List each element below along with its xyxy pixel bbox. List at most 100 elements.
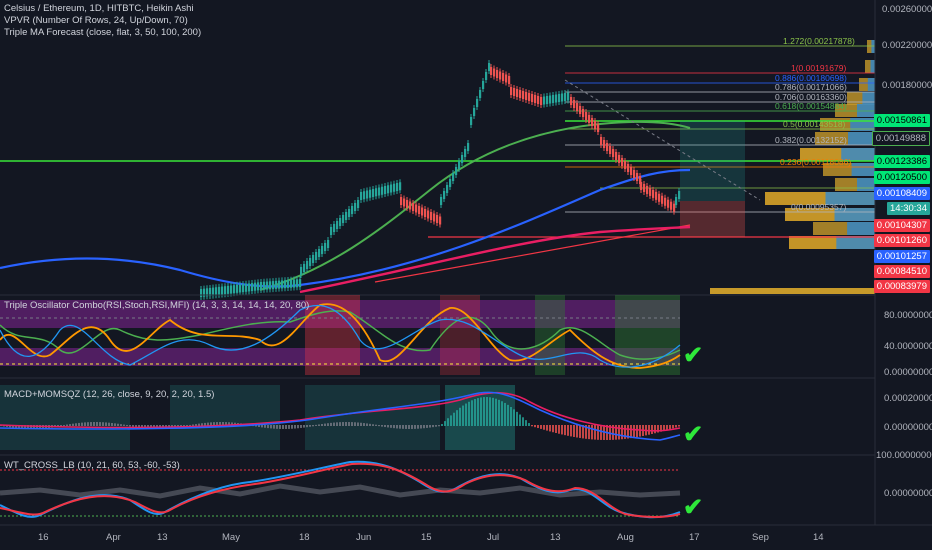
macd-legend[interactable]: MACD+MOMSQZ (12, 26, close, 9, 20, 2, 20… [4,389,215,400]
mfi-line [0,304,681,368]
candle [387,185,390,194]
candle [675,197,678,205]
candle [555,94,558,103]
fib-label: 1(0.00191679) [791,63,847,73]
oscillator-legend[interactable]: Triple Oscillator Combo(RSI,Stoch,RSI,MF… [4,300,310,311]
time-label: Apr [106,532,121,543]
symbol-title[interactable]: Celsius / Ethereum, 1D, HITBTC, Heikin A… [4,3,194,14]
rsi-line [0,310,681,360]
candle [339,218,342,226]
candle [528,93,531,101]
candle [299,279,302,288]
candle [485,72,488,80]
candle [588,115,591,123]
candle [406,200,409,208]
candle [215,287,218,296]
candle [670,201,673,210]
candle [393,183,396,192]
candle [200,289,203,297]
candle [415,204,418,213]
candle [576,103,579,111]
candle [564,93,567,101]
candle [266,281,269,290]
candle [673,203,676,212]
forecast-box-up [680,121,745,201]
candle [336,221,339,229]
candle [333,224,336,232]
candle [327,240,330,248]
candle [306,261,309,269]
time-label: 16 [38,532,49,543]
candle [227,285,230,294]
candle [537,96,540,104]
candle [269,281,272,290]
macd-line [0,391,681,432]
candle [546,96,549,104]
fib-label: 0.5(0.00143518) [783,119,846,129]
candle [664,197,667,206]
wt-histogram [0,483,681,499]
wt2-line [0,462,681,518]
ma-200-line [299,225,691,294]
wt-legend[interactable]: WT_CROSS_LB (10, 21, 60, 53, -60, -53) [4,460,180,471]
candle [303,264,306,272]
time-label: Jul [487,532,500,543]
price-tag: 0.00104307 [873,219,930,232]
candle [519,90,522,98]
candle [570,97,573,105]
forecast-box-down [680,201,745,237]
candle [372,189,375,197]
price-tag: 0.00120500 [873,171,930,184]
candle [534,95,537,103]
candle [418,206,421,214]
macd-pane [0,385,681,450]
candle [330,227,333,235]
time-label: Sep [752,532,769,543]
candle [467,143,470,151]
candle [384,186,387,194]
candle [490,67,493,75]
candle [522,91,525,99]
wt-axis-label: 100.00000000 [876,450,932,461]
candle [455,167,458,175]
candle [446,185,449,193]
candle [296,279,299,288]
candle [421,207,424,216]
price-axis-label: 0.00220000 [882,40,932,51]
candle [278,280,281,289]
chart-legend: Celsius / Ethereum, 1D, HITBTC, Heikin A… [4,3,201,39]
vpvr-legend[interactable]: VPVR (Number Of Rows, 24, Up/Down, 70) [4,15,188,26]
candle [567,92,570,101]
candle [321,246,324,254]
time-label: Aug [617,532,634,543]
candle [236,284,239,293]
projection-line [564,79,761,201]
candle [609,146,612,154]
candle [452,173,455,181]
candle [324,243,327,251]
candle [403,198,406,207]
fib-retracement [565,45,875,213]
candle [263,281,266,290]
candle [221,286,224,295]
candle [412,203,415,211]
candle [525,92,528,100]
candle [573,100,576,108]
candle [436,215,439,223]
candle [624,161,627,169]
time-label: 14 [813,532,824,543]
macd-axis-label: 0.00000000 [884,422,932,433]
candle [260,282,263,290]
candle [360,192,363,200]
triple-ma-legend[interactable]: Triple MA Forecast (close, flat, 3, 50, … [4,27,202,38]
time-label: 18 [299,532,310,543]
time-label: Jun [356,532,372,543]
candle [290,279,293,288]
time-label: 13 [157,532,168,543]
candle [206,288,209,297]
wt-axis-label: 0.00000000 [884,488,932,499]
candle [342,215,345,223]
candle [245,283,248,292]
osc-axis-label: 40.00000000 [884,341,932,352]
